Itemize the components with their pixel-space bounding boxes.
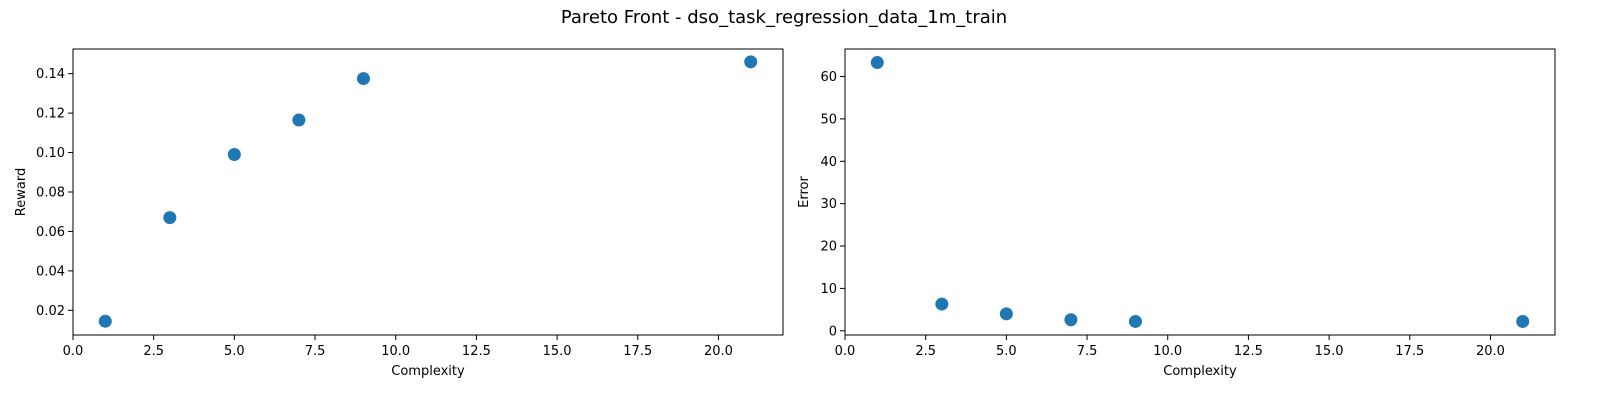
error-data-point [1128,314,1142,328]
reward-data-point [98,314,112,328]
reward-data-point [227,148,241,162]
reward-y-tick-label: 0.10 [36,146,65,161]
reward-x-tick-label: 15.0 [543,344,572,359]
reward-x-tick-label: 10.0 [381,344,410,359]
reward-y-tick-label: 0.02 [36,304,65,319]
reward-x-tick-label: 17.5 [623,344,652,359]
reward-x-tick-label: 7.5 [305,344,326,359]
error-x-tick-label: 10.0 [1153,344,1182,359]
error-y-tick-label: 20 [820,240,837,255]
error-data-point [935,297,949,311]
reward-data-point [163,211,177,225]
error-data-point [870,56,884,70]
error-y-axis-label: Error [797,176,812,208]
error-data-point [1064,313,1078,327]
error-x-tick-label: 17.5 [1395,344,1424,359]
reward-data-point [356,72,370,86]
error-panel: 0.0 2.5 5.0 7.5 10.0 12.5 15.0 17.5 20.0 0 10 20 30 4… [797,48,1556,379]
reward-y-tick-label: 0.04 [36,264,65,279]
reward-data-point [292,113,306,127]
error-y-tick-label: 40 [820,155,837,170]
error-y-tick-label: 0 [829,324,837,339]
reward-data-point [744,55,758,69]
error-x-tick-label: 0.0 [835,344,856,359]
error-x-tick-label: 7.5 [1077,344,1098,359]
error-y-tick-label: 10 [820,282,837,297]
figure-title: Pareto Front - dso_task_regression_data_… [561,7,1007,28]
error-data-point [1516,314,1530,328]
reward-x-tick-label: 12.5 [462,344,491,359]
reward-x-tick-label: 0.0 [63,344,84,359]
reward-y-tick-label: 0.14 [36,67,65,82]
error-x-tick-label: 2.5 [915,344,936,359]
error-x-tick-label: 20.0 [1476,344,1505,359]
reward-y-tick-label: 0.12 [36,107,65,122]
error-y-tick-label: 30 [820,197,837,212]
reward-y-tick-label: 0.08 [36,186,65,201]
error-x-tick-label: 5.0 [996,344,1017,359]
reward-axes-frame [72,48,784,336]
reward-y-axis-label: Reward [14,168,29,216]
error-x-tick-label: 15.0 [1315,344,1344,359]
error-x-axis-label: Complexity [1163,364,1237,379]
reward-x-tick-label: 20.0 [704,344,733,359]
error-axes-frame [844,48,1556,336]
reward-x-tick-label: 2.5 [143,344,164,359]
error-x-tick-label: 12.5 [1234,344,1263,359]
reward-panel: 0.0 2.5 5.0 7.5 10.0 12.5 15.0 17.5 20.0 0.02 0.04… [14,48,784,379]
error-y-tick-label: 50 [820,112,837,127]
reward-y-tick-label: 0.06 [36,225,65,240]
error-data-point [999,307,1013,321]
reward-x-tick-label: 5.0 [224,344,245,359]
error-y-tick-label: 60 [820,70,837,85]
reward-x-axis-label: Complexity [391,364,465,379]
